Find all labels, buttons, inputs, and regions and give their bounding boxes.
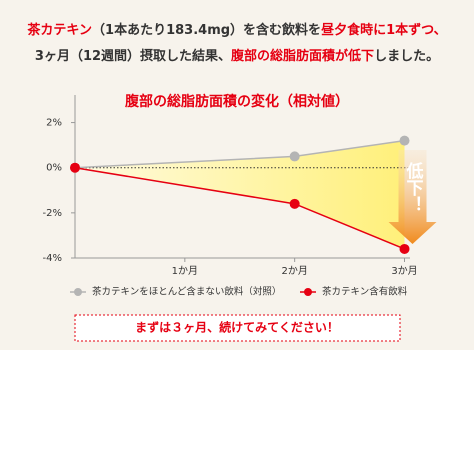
legend-dot — [74, 288, 82, 296]
header-segment: しました。 — [374, 49, 440, 64]
header: 茶カテキン（1本あたり183.4mg）を含む飲料を昼夕食時に1本ずつ、 3ヶ月（1… — [0, 18, 474, 70]
y-tick-label: -4% — [43, 253, 62, 264]
header-segment: 腹部の総脂肪面積が低下 — [231, 49, 375, 64]
chart: 腹部の総脂肪面積の変化（相対値） まずは３ヶ月、続けてみてください！ 2% 0% -… — [43, 93, 437, 342]
point — [289, 151, 300, 162]
point — [399, 243, 410, 254]
footer-text: まずは３ヶ月、続けてみてください！ — [135, 320, 339, 335]
point — [399, 135, 410, 146]
footer-box — [74, 314, 401, 342]
x-tick-label: 2か月 — [281, 265, 307, 277]
y-tick-label: -2% — [43, 208, 62, 219]
header-segment: 茶カテキン — [27, 23, 93, 38]
header-line: 茶カテキン（1本あたり183.4mg）を含む飲料を昼夕食時に1本ずつ、 — [0, 18, 474, 44]
point — [70, 162, 80, 173]
y-tick-label: 0% — [46, 163, 62, 174]
header-segment: （1本あたり183.4mg）を含む飲料を — [92, 23, 322, 38]
x-tick-label: 3か月 — [391, 265, 417, 277]
fill-area — [75, 140, 405, 249]
x-tick-label: 1か月 — [172, 265, 198, 277]
chart-title: 腹部の総脂肪面積の変化（相対値） — [125, 93, 349, 110]
header-segment: 3ヶ月（12週間）摂取した結果、 — [34, 49, 232, 64]
header-line: 3ヶ月（12週間）摂取した結果、腹部の総脂肪面積が低下しました。 — [0, 44, 474, 70]
legend-dot — [304, 288, 312, 296]
page: 茶カテキン（1本あたり183.4mg）を含む飲料を昼夕食時に1本ずつ、 3ヶ月（1… — [0, 0, 474, 350]
annotation: 低下！ — [403, 161, 425, 213]
legend-label: 茶カテキンをほとんど含まない飲料（対照） — [92, 286, 281, 298]
arrow — [388, 150, 437, 244]
header-segment: 昼夕食時に1本ずつ、 — [321, 23, 447, 38]
y-tick-label: 2% — [46, 118, 62, 129]
point — [289, 198, 300, 209]
legend-label: 茶カテキン含有飲料 — [322, 286, 408, 298]
